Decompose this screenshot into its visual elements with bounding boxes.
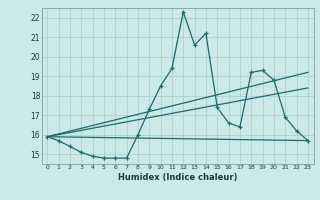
X-axis label: Humidex (Indice chaleur): Humidex (Indice chaleur) [118,173,237,182]
